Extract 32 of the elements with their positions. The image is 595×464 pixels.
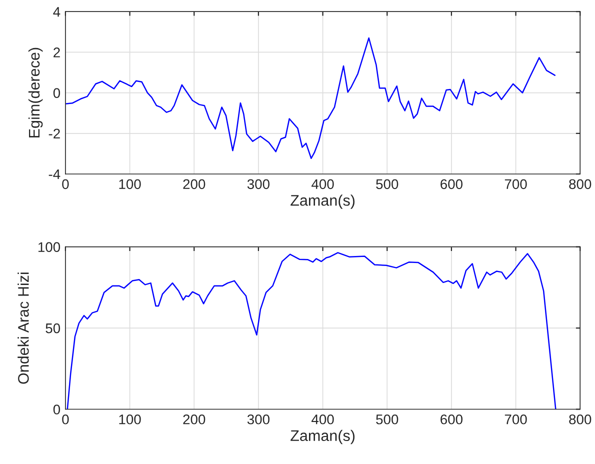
x-tick-label: 300 xyxy=(247,414,270,424)
x-tick-label: 700 xyxy=(504,414,527,424)
x-tick-label: 700 xyxy=(504,179,527,190)
x-tick-label: 0 xyxy=(62,179,69,190)
x-tick-label: 600 xyxy=(440,179,462,190)
x-tick-label: 100 xyxy=(119,179,141,190)
y-tick-label: 2 xyxy=(54,48,60,58)
y-tick-label: 0 xyxy=(53,88,60,98)
x-tick-label: 400 xyxy=(312,414,334,424)
x-tick-label: 500 xyxy=(376,179,398,190)
y-tick-label: 50 xyxy=(46,323,60,334)
y-tick-label: -4 xyxy=(48,169,60,180)
x-tick-label: 0 xyxy=(62,414,69,424)
x-tick-label: 800 xyxy=(569,179,592,190)
x-tick-label: 800 xyxy=(569,414,592,424)
x-tick-label: 500 xyxy=(376,414,398,424)
line-series xyxy=(66,37,556,159)
y-tick-label: 4 xyxy=(53,7,60,17)
x-tick-label: 200 xyxy=(183,414,206,424)
y-tick-label: -2 xyxy=(48,128,60,138)
x-tick-label: 200 xyxy=(183,179,206,190)
line-series xyxy=(66,252,556,410)
y-tick-label: 100 xyxy=(38,242,60,252)
x-tick-label: 400 xyxy=(312,179,334,190)
x-axis-title: Zaman(s) xyxy=(290,194,355,209)
y-axis-title: Ondeki Arac Hizi xyxy=(18,272,29,384)
x-axis-title: Zaman(s) xyxy=(290,430,355,444)
y-tick-label: 0 xyxy=(53,404,60,414)
y-axis-title: Egim(derece) xyxy=(28,48,43,138)
x-tick-label: 100 xyxy=(119,414,141,424)
x-tick-label: 600 xyxy=(440,414,462,424)
x-tick-label: 300 xyxy=(247,179,270,190)
